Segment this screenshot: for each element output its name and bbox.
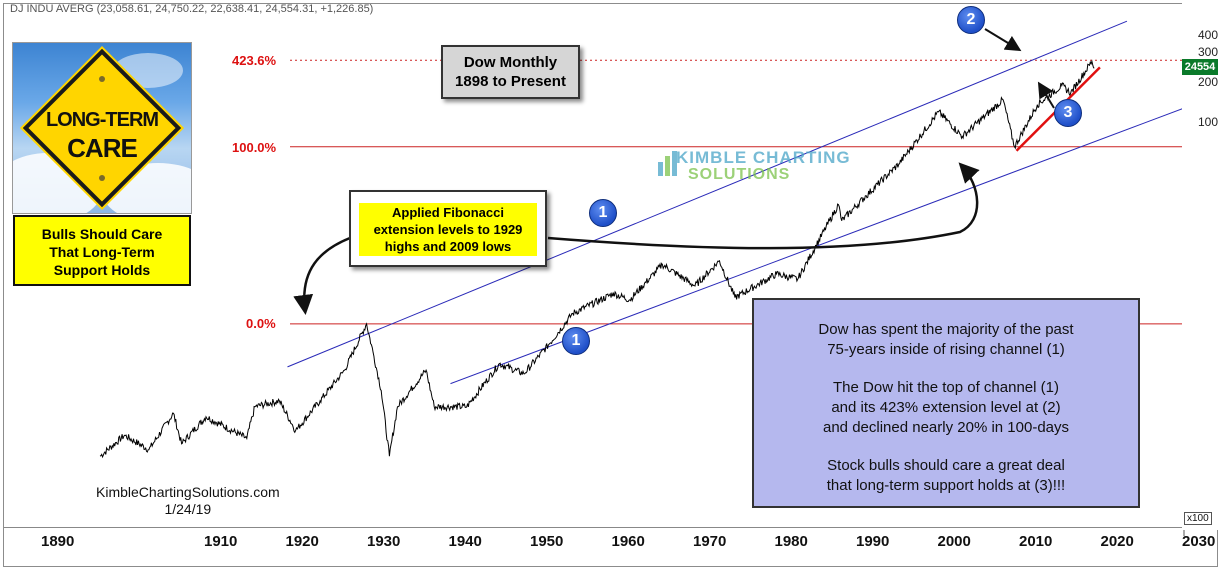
fibonacci-callout-text: Applied Fibonacci extension levels to 19…	[359, 203, 537, 256]
watermark-logo: KIMBLE CHARTING SOLUTIONS	[654, 148, 854, 184]
note-p2-line-2: and its 423% extension level at (2)	[831, 399, 1061, 416]
note-p2-line-3: and declined nearly 20% in 100-days	[823, 419, 1069, 436]
x-tick-label-2000: 2000	[937, 533, 971, 550]
fib-label-100: 100.0%	[232, 140, 277, 155]
x-tick-label-2010: 2010	[1019, 533, 1053, 550]
x-tick-label-1970: 1970	[693, 533, 727, 550]
note-p3-line-1: Stock bulls should care a great deal	[827, 457, 1065, 474]
long-term-care-sign-image: LONG-TERM CARE	[12, 42, 192, 214]
ticker-header: DJ INDU AVERG (23,058.61, 24,750.22, 22,…	[10, 3, 374, 15]
credit-site: KimbleChartingSolutions.com	[96, 484, 280, 500]
last-price-tag: 24554	[1182, 59, 1218, 75]
y-tick-100: 100	[1197, 115, 1218, 129]
chart-title-box: Dow Monthly 1898 to Present	[441, 45, 580, 99]
marker-3: 3	[1054, 99, 1082, 127]
note-p1-line-1: Dow has spent the majority of the past	[818, 321, 1074, 338]
x-tick-label-2030: 2030	[1182, 533, 1216, 550]
y-axis: 400 300 200 100	[1182, 0, 1218, 530]
fib-label-423: 423.6%	[232, 53, 277, 68]
x-tick-label-1990: 1990	[856, 533, 890, 550]
bulls-line-1: Bulls Should Care	[41, 226, 163, 242]
arrow-to-1929-high	[293, 236, 351, 315]
credit: KimbleChartingSolutions.com 1/24/19	[96, 484, 280, 518]
marker-2: 2	[957, 6, 985, 34]
arrow-to-2009-low	[547, 162, 980, 250]
logo-line-1: KIMBLE CHARTING	[676, 148, 851, 167]
x-tick-label-1930: 1930	[367, 533, 401, 550]
logo-line-2: SOLUTIONS	[688, 166, 791, 183]
note-paragraph-1: Dow has spent the majority of the past 7…	[754, 320, 1138, 360]
marker-1-upper: 1	[589, 199, 617, 227]
fib-line-3: highs and 2009 lows	[384, 239, 512, 254]
note-paragraph-3: Stock bulls should care a great deal tha…	[754, 456, 1138, 496]
x-tick-label-1950: 1950	[530, 533, 564, 550]
fibonacci-callout: Applied Fibonacci extension levels to 19…	[349, 190, 547, 267]
logo-icon	[658, 151, 677, 176]
marker-1-lower: 1	[562, 327, 590, 355]
x-tick-label-1960: 1960	[611, 533, 645, 550]
x-tick-label-1940: 1940	[448, 533, 482, 550]
x-tick-label-1920: 1920	[285, 533, 319, 550]
channel-upper-line	[287, 20, 1128, 368]
bulls-line-2: That Long-Term	[49, 244, 155, 260]
x-tick-label-2020: 2020	[1100, 533, 1134, 550]
x-tick-label-1980: 1980	[774, 533, 808, 550]
x-tick-label-1890: 1890	[41, 533, 75, 550]
fib-label-0: 0.0%	[246, 316, 276, 331]
scale-button[interactable]: x100	[1184, 512, 1212, 525]
note-p3-line-2: that long-term support holds at (3)!!!	[826, 477, 1066, 494]
bulls-callout: Bulls Should Care That Long-Term Support…	[13, 215, 191, 286]
price-series	[99, 59, 1095, 459]
price-line	[99, 59, 1095, 459]
fib-line-1: Applied Fibonacci	[392, 205, 504, 220]
arrow-marker-3	[1037, 81, 1055, 109]
arrow-marker-2	[984, 28, 1022, 52]
note-paragraph-2: The Dow hit the top of channel (1) and i…	[754, 378, 1138, 438]
y-tick-200: 200	[1197, 75, 1218, 89]
analysis-note-box: Dow has spent the majority of the past 7…	[752, 298, 1140, 508]
y-tick-300: 300	[1197, 45, 1218, 59]
fib-line-2: extension levels to 1929	[373, 222, 523, 237]
note-p1-line-2: 75-years inside of rising channel (1)	[827, 341, 1065, 358]
note-p2-line-1: The Dow hit the top of channel (1)	[833, 379, 1059, 396]
credit-date: 1/24/19	[164, 501, 212, 517]
bulls-line-3: Support Holds	[53, 262, 151, 278]
x-axis	[4, 527, 1182, 566]
x-tick-label-1910: 1910	[204, 533, 238, 550]
sign-line-1: LONG-TERM	[45, 109, 159, 131]
y-tick-400: 400	[1197, 28, 1218, 42]
sign-line-2: CARE	[67, 133, 138, 163]
chart-title-line-2: 1898 to Present	[455, 73, 566, 90]
chart-title-line-1: Dow Monthly	[463, 54, 558, 71]
